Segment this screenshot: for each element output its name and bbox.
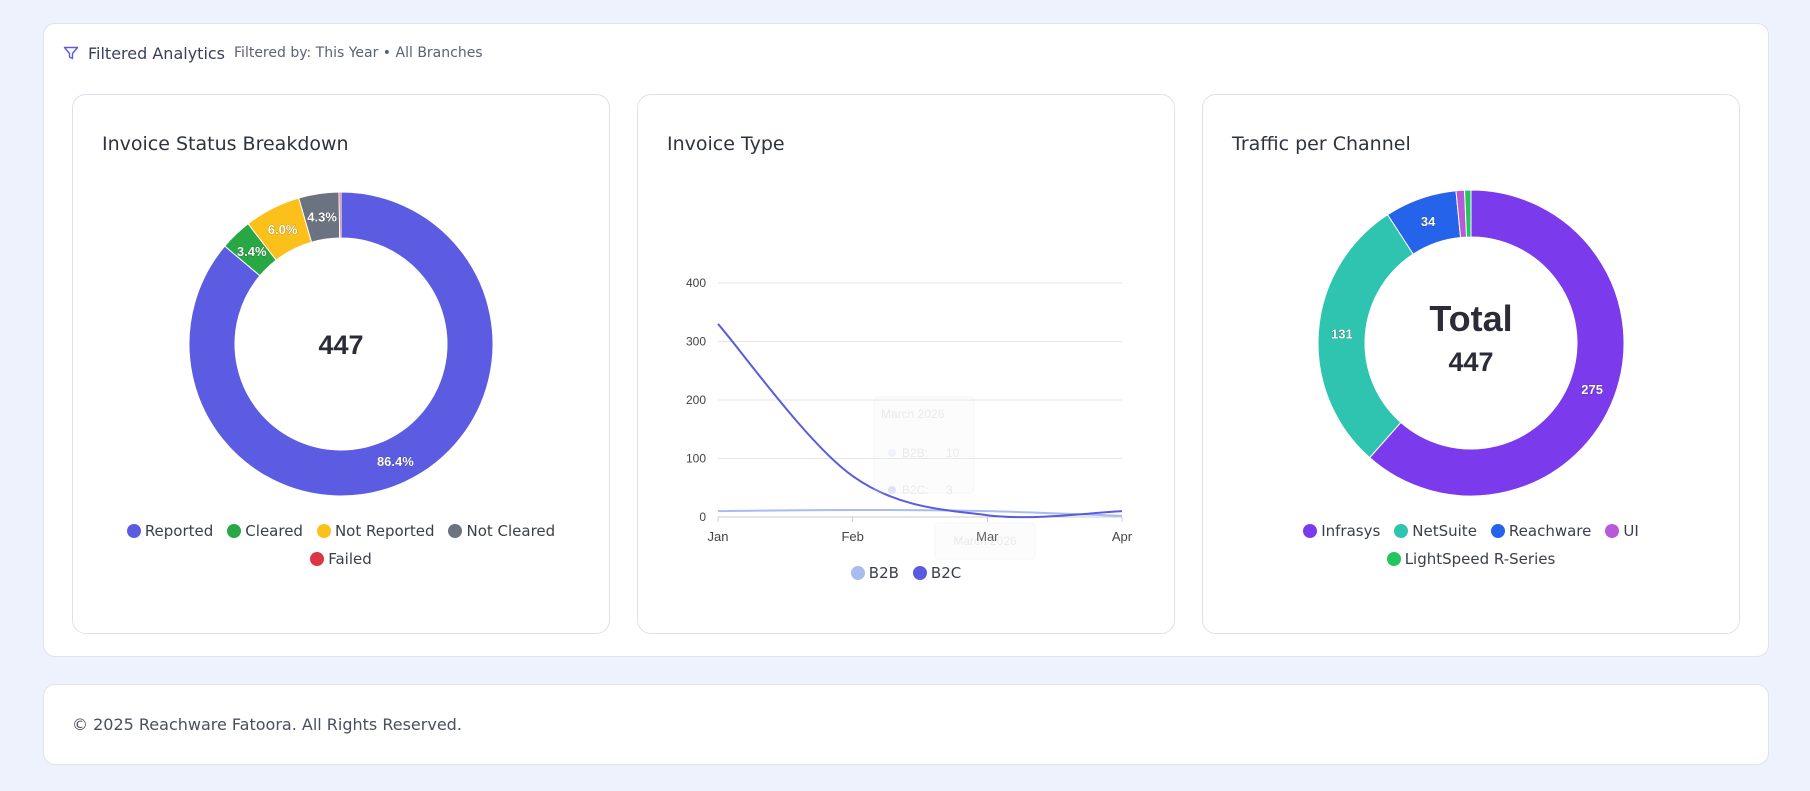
legend-label: Failed	[328, 550, 372, 568]
legend-swatch	[1490, 524, 1505, 538]
tooltip-series-name: B2C:	[902, 483, 929, 497]
legend-swatch	[850, 566, 865, 580]
legend-item[interactable]: Infrasys	[1303, 522, 1380, 540]
legend-swatch	[1394, 524, 1409, 538]
donut-slice[interactable]	[1464, 189, 1472, 238]
donut-value-label: 86.4%	[377, 454, 414, 469]
tooltip-marker	[888, 486, 896, 494]
legend-item[interactable]: NetSuite	[1394, 522, 1477, 540]
chart-tooltip: March 2026 B2B: 10 B2C: 3 March 2026	[873, 396, 1036, 560]
legend-swatch	[1605, 524, 1620, 538]
legend-label: Cleared	[245, 522, 303, 540]
card-title: Invoice Type	[667, 133, 785, 155]
tooltip-xlabel-box	[934, 522, 1036, 560]
legend-item[interactable]: Reachware	[1490, 522, 1592, 540]
legend-item[interactable]: LightSpeed R-Series	[1386, 550, 1556, 568]
invoice-status-card: Invoice Status Breakdown 86.4% 3.4% 6.0% 4.…	[72, 94, 610, 634]
legend-swatch	[448, 524, 463, 538]
legend-swatch	[1303, 524, 1318, 538]
panel-header: Filtered Analytics Filtered by: This Yea…	[63, 43, 483, 63]
donut-value-label: 4.3%	[307, 209, 337, 224]
series-line-b2b[interactable]	[717, 508, 1123, 517]
traffic-channel-card: Traffic per Channel 275 131 34 Total 447 Inf…	[1202, 94, 1740, 634]
donut-center-value: 447	[318, 330, 363, 360]
legend-item[interactable]: Not Cleared	[448, 522, 555, 540]
legend-label: Reachware	[1508, 522, 1592, 540]
x-tick-label: Mar	[976, 529, 999, 544]
footer: © 2025 Reachware Fatoora. All Rights Res…	[43, 684, 1769, 765]
tooltip-value: 10	[946, 446, 960, 460]
legend-swatch	[126, 524, 141, 538]
legend-item[interactable]: B2C	[912, 564, 962, 582]
legend-item[interactable]: Cleared	[227, 522, 303, 540]
y-tick-label: 400	[686, 276, 706, 290]
legend-item[interactable]: Failed	[310, 550, 372, 568]
analytics-panel: Filtered Analytics Filtered by: This Yea…	[43, 23, 1769, 657]
donut-value-label: 131	[1331, 326, 1353, 341]
y-tick-label: 300	[686, 335, 706, 349]
y-tick-label: 0	[699, 510, 706, 524]
legend-label: Not Reported	[334, 522, 435, 540]
tooltip-xlabel: March 2026	[953, 534, 1017, 548]
card-title: Traffic per Channel	[1232, 133, 1411, 155]
tooltip-value: 3	[946, 483, 953, 497]
legend-label: B2C	[930, 564, 962, 582]
legend-label: Infrasys	[1321, 522, 1381, 540]
tooltip-marker	[888, 449, 896, 457]
series-line-b2c[interactable]	[717, 323, 1123, 519]
donut-slice[interactable]	[188, 191, 494, 497]
legend-item[interactable]: Not Reported	[316, 522, 435, 540]
traffic-channel-legend: Infrasys NetSuite Reachware UI LightSpeed R-…	[1223, 522, 1719, 568]
tooltip-series-name: B2B:	[902, 446, 928, 460]
donut-center-label: Total	[1429, 298, 1512, 339]
x-tick-label: Apr	[1112, 529, 1133, 544]
donut-center-value: 447	[1448, 347, 1493, 377]
card-title: Invoice Status Breakdown	[102, 133, 349, 155]
tooltip-box	[873, 396, 975, 494]
legend-swatch	[912, 566, 927, 580]
donut-value-label: 6.0%	[268, 222, 298, 237]
invoice-type-legend: B2B B2C	[658, 564, 1154, 582]
x-tick-label: Jan	[708, 529, 729, 544]
donut-slice[interactable]	[1317, 214, 1414, 459]
legend-label: Not Cleared	[466, 522, 556, 540]
legend-item[interactable]: Reported	[126, 522, 214, 540]
donut-value-label: 275	[1581, 382, 1603, 397]
invoice-status-donut: 86.4% 3.4%6.0% 4.3% 447	[188, 191, 494, 497]
legend-label: B2B	[868, 564, 899, 582]
legend-label: UI	[1623, 522, 1639, 540]
copyright-text: © 2025 Reachware Fatoora. All Rights Res…	[72, 715, 462, 734]
donut-slice[interactable]	[1368, 189, 1625, 497]
legend-item[interactable]: B2B	[850, 564, 899, 582]
legend-swatch	[1386, 552, 1401, 566]
y-tick-label: 100	[686, 452, 706, 466]
legend-label: LightSpeed R-Series	[1404, 550, 1556, 568]
legend-swatch	[316, 524, 331, 538]
tooltip-title: March 2026	[881, 407, 945, 421]
filter-icon[interactable]	[63, 45, 79, 61]
traffic-channel-donut: 275 131 34 Total 447	[1317, 189, 1625, 497]
x-tick-label: Feb	[841, 529, 863, 544]
donut-value-label: 34	[1421, 214, 1436, 229]
donut-slice[interactable]	[338, 191, 342, 239]
legend-swatch	[227, 524, 242, 538]
legend-label: Reported	[144, 522, 214, 540]
donut-value-label: 3.4%	[237, 244, 267, 259]
invoice-status-legend: Reported Cleared Not Reported Not Cleared Fa…	[93, 522, 589, 568]
legend-label: NetSuite	[1412, 522, 1477, 540]
y-tick-label: 200	[686, 393, 706, 407]
panel-title: Filtered Analytics	[88, 43, 226, 63]
legend-swatch	[310, 552, 325, 566]
filter-description: Filtered by: This Year • All Branches	[234, 45, 483, 61]
legend-item[interactable]: UI	[1605, 522, 1639, 540]
